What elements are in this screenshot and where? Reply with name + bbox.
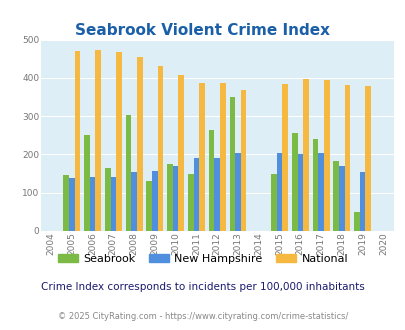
Bar xyxy=(167,164,173,231)
Bar xyxy=(69,178,75,231)
Text: Seabrook Violent Crime Index: Seabrook Violent Crime Index xyxy=(75,23,330,38)
Bar xyxy=(276,153,281,231)
Bar xyxy=(214,158,220,231)
Bar xyxy=(281,84,287,231)
Bar xyxy=(344,85,350,231)
Bar xyxy=(146,181,152,231)
Bar xyxy=(157,66,163,231)
Bar xyxy=(152,171,157,231)
Text: Crime Index corresponds to incidents per 100,000 inhabitants: Crime Index corresponds to incidents per… xyxy=(41,282,364,292)
Bar xyxy=(354,212,359,231)
Bar xyxy=(173,166,178,231)
Bar xyxy=(116,52,121,231)
Bar xyxy=(131,172,136,231)
Bar xyxy=(126,115,131,231)
Bar xyxy=(364,86,370,231)
Bar xyxy=(75,51,80,231)
Bar xyxy=(63,176,69,231)
Text: © 2025 CityRating.com - https://www.cityrating.com/crime-statistics/: © 2025 CityRating.com - https://www.city… xyxy=(58,312,347,321)
Bar xyxy=(188,174,193,231)
Bar xyxy=(220,83,225,231)
Bar xyxy=(271,174,276,231)
Bar xyxy=(303,79,308,231)
Bar xyxy=(240,90,246,231)
Bar xyxy=(338,166,344,231)
Bar xyxy=(323,80,329,231)
Bar xyxy=(104,168,110,231)
Bar xyxy=(84,135,90,231)
Bar xyxy=(297,154,303,231)
Bar xyxy=(229,97,234,231)
Bar xyxy=(136,57,142,231)
Bar xyxy=(359,173,364,231)
Bar xyxy=(90,178,95,231)
Bar xyxy=(193,158,199,231)
Bar xyxy=(234,153,240,231)
Bar xyxy=(318,153,323,231)
Bar xyxy=(178,75,183,231)
Bar xyxy=(333,161,338,231)
Bar xyxy=(291,133,297,231)
Bar xyxy=(208,130,214,231)
Bar xyxy=(95,50,101,231)
Legend: Seabrook, New Hampshire, National: Seabrook, New Hampshire, National xyxy=(53,250,352,269)
Bar xyxy=(199,83,205,231)
Bar xyxy=(312,139,318,231)
Bar xyxy=(110,178,116,231)
